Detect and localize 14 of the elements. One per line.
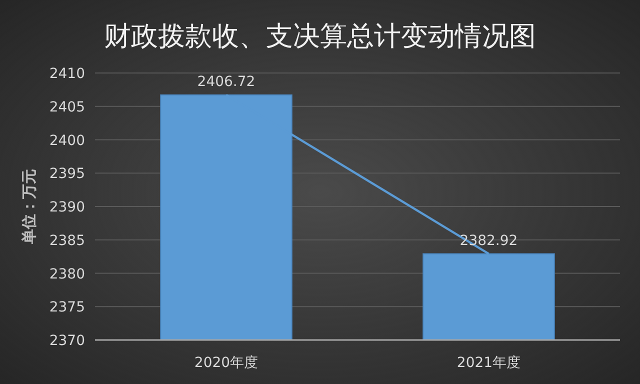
y-tick-label: 2410 — [49, 66, 85, 82]
y-axis-title: 单位：万元 — [20, 169, 38, 245]
data-label: 2406.72 — [197, 74, 256, 90]
x-tick-label: 2021年度 — [456, 355, 521, 371]
y-tick-label: 2395 — [49, 166, 85, 182]
y-tick-label: 2400 — [49, 132, 85, 149]
y-tick-label: 2390 — [49, 200, 85, 216]
y-tick-label: 2380 — [49, 266, 85, 282]
x-tick-label: 2020年度 — [194, 355, 258, 371]
y-tick-label: 2405 — [49, 99, 85, 116]
y-tick-label: 2375 — [49, 300, 85, 316]
y-tick-label: 2385 — [49, 232, 85, 249]
y-tick-label: 2370 — [49, 333, 85, 349]
chart-title: 财政拨款收、支决算总计变动情况图 — [104, 21, 536, 52]
